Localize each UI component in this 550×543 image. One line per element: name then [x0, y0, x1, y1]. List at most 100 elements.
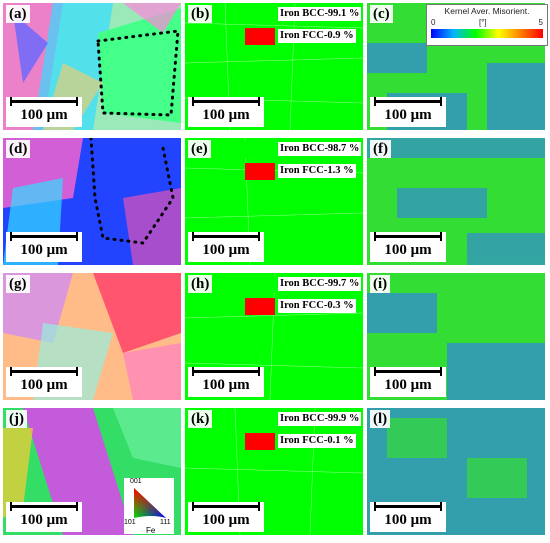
scale-bar-h: 100 μm [188, 367, 264, 397]
phase-swatch-bcc [245, 276, 275, 293]
phase-swatch-bcc [245, 411, 275, 428]
scale-bar-e: 100 μm [188, 232, 264, 262]
phase-legend-bcc: Iron BCC-99.7 % [245, 276, 362, 295]
scale-bar-line [192, 367, 260, 376]
scale-bar-l: 100 μm [370, 502, 446, 532]
ipf-triangle [134, 488, 166, 518]
phase-label-fcc: Iron FCC-0.1 % [278, 434, 356, 448]
phase-swatch-bcc [245, 6, 275, 23]
panel-label-i: (i) [370, 275, 391, 293]
panel-l: (l) 100 μm [367, 408, 545, 535]
phase-label-bcc: Iron BCC-98.7 % [278, 142, 362, 156]
panel-label-h: (h) [188, 275, 213, 293]
scale-bar-b: 100 μm [188, 97, 264, 127]
panel-label-l: (l) [370, 410, 391, 428]
scale-bar-line [374, 502, 442, 511]
scale-bar-text: 100 μm [20, 242, 68, 258]
phase-legend-k: Iron BCC-99.9 % Iron FCC-0.1 % [245, 411, 362, 455]
panel-d: (d) 100 μm [3, 138, 181, 265]
phase-legend-fcc: Iron FCC-1.3 % [245, 163, 361, 182]
ipf-label-111: 111 [160, 519, 171, 526]
phase-legend-h: Iron BCC-99.7 % Iron FCC-0.3 % [245, 276, 362, 320]
phase-legend-e: Iron BCC-98.7 % Iron FCC-1.3 % [245, 141, 362, 185]
phase-swatch-fcc [245, 433, 275, 450]
scale-bar-a: 100 μm [6, 97, 82, 127]
panel-label-b: (b) [188, 5, 213, 23]
kam-legend-unit: [°] [479, 18, 487, 27]
scale-bar-text: 100 μm [384, 377, 432, 393]
phase-swatch-bcc [245, 141, 275, 158]
phase-swatch-fcc [245, 163, 275, 180]
panel-label-d: (d) [6, 140, 31, 158]
panel-label-j: (j) [6, 410, 27, 428]
kam-legend-min: 0 [431, 18, 436, 27]
scale-bar-line [10, 367, 78, 376]
scale-bar-text: 100 μm [384, 107, 432, 123]
phase-legend-fcc: Iron FCC-0.3 % [245, 298, 361, 317]
scale-bar-j: 100 μm [6, 502, 82, 532]
scale-bar-text: 100 μm [384, 242, 432, 258]
phase-label-bcc: Iron BCC-99.9 % [278, 412, 362, 426]
scale-bar-k: 100 μm [188, 502, 264, 532]
scale-bar-text: 100 μm [202, 242, 250, 258]
kam-legend-max: 5 [538, 18, 543, 27]
scale-bar-line [374, 367, 442, 376]
panel-e: (e) 100 μm Iron BCC-98.7 % Iron FCC-1.3 % [185, 138, 363, 265]
phase-legend-fcc: Iron FCC-0.1 % [245, 433, 361, 452]
scale-bar-text: 100 μm [202, 107, 250, 123]
panel-label-a: (a) [6, 5, 30, 23]
panel-label-f: (f) [370, 140, 391, 158]
panel-label-c: (c) [370, 5, 393, 23]
panel-label-g: (g) [6, 275, 30, 293]
scale-bar-c: 100 μm [370, 97, 446, 127]
scale-bar-text: 100 μm [20, 512, 68, 528]
phase-swatch-fcc [245, 298, 275, 315]
scale-bar-text: 100 μm [20, 377, 68, 393]
panel-g: (g) 100 μm [3, 273, 181, 400]
ipf-map-g [3, 273, 181, 400]
panel-label-k: (k) [188, 410, 213, 428]
panel-b: (b) 100 μm Iron BCC-99.1 % Iron FCC-0.9 % [185, 3, 363, 130]
panel-h: (h) 100 μm Iron BCC-99.7 % Iron FCC-0.3 % [185, 273, 363, 400]
phase-label-fcc: Iron FCC-1.3 % [278, 164, 356, 178]
scale-bar-g: 100 μm [6, 367, 82, 397]
panel-i: (i) 100 μm [367, 273, 545, 400]
scale-bar-line [192, 97, 260, 106]
scale-bar-line [10, 97, 78, 106]
scale-bar-d: 100 μm [6, 232, 82, 262]
kam-legend-title: Kernel Aver. Misorient. [444, 6, 530, 16]
phase-legend-bcc: Iron BCC-99.9 % [245, 411, 362, 430]
phase-legend-b: Iron BCC-99.1 % Iron FCC-0.9 % [245, 6, 362, 50]
scale-bar-line [10, 232, 78, 241]
kam-map-l [367, 408, 545, 535]
phase-label-bcc: Iron BCC-99.1 % [278, 7, 362, 21]
scale-bar-line [10, 502, 78, 511]
panel-f: (f) 100 μm [367, 138, 545, 265]
scale-bar-line [374, 232, 442, 241]
scale-bar-text: 100 μm [20, 107, 68, 123]
panel-label-e: (e) [188, 140, 211, 158]
scale-bar-line [192, 232, 260, 241]
phase-label-bcc: Iron BCC-99.7 % [278, 277, 362, 291]
phase-label-fcc: Iron FCC-0.3 % [278, 299, 356, 313]
scale-bar-line [192, 502, 260, 511]
scale-bar-text: 100 μm [202, 377, 250, 393]
scale-bar-i: 100 μm [370, 367, 446, 397]
panel-k: (k) 100 μm Iron BCC-99.9 % Iron FCC-0.1 % [185, 408, 363, 535]
panel-a: (a) 100 μm [3, 3, 181, 130]
ipf-label-001: 001 [130, 478, 142, 485]
ipf-label-element: Fe [146, 526, 156, 535]
phase-swatch-fcc [245, 28, 275, 45]
ipf-label-101: 101 [124, 519, 136, 526]
scale-bar-line [374, 97, 442, 106]
scale-bar-text: 100 μm [384, 512, 432, 528]
kam-legend-colorbar [431, 29, 543, 38]
scale-bar-f: 100 μm [370, 232, 446, 262]
phase-legend-fcc: Iron FCC-0.9 % [245, 28, 361, 47]
ipf-legend: 001 101 111 Fe [124, 478, 174, 535]
phase-legend-bcc: Iron BCC-99.1 % [245, 6, 362, 25]
phase-label-fcc: Iron FCC-0.9 % [278, 29, 356, 43]
phase-legend-bcc: Iron BCC-98.7 % [245, 141, 362, 160]
scale-bar-text: 100 μm [202, 512, 250, 528]
